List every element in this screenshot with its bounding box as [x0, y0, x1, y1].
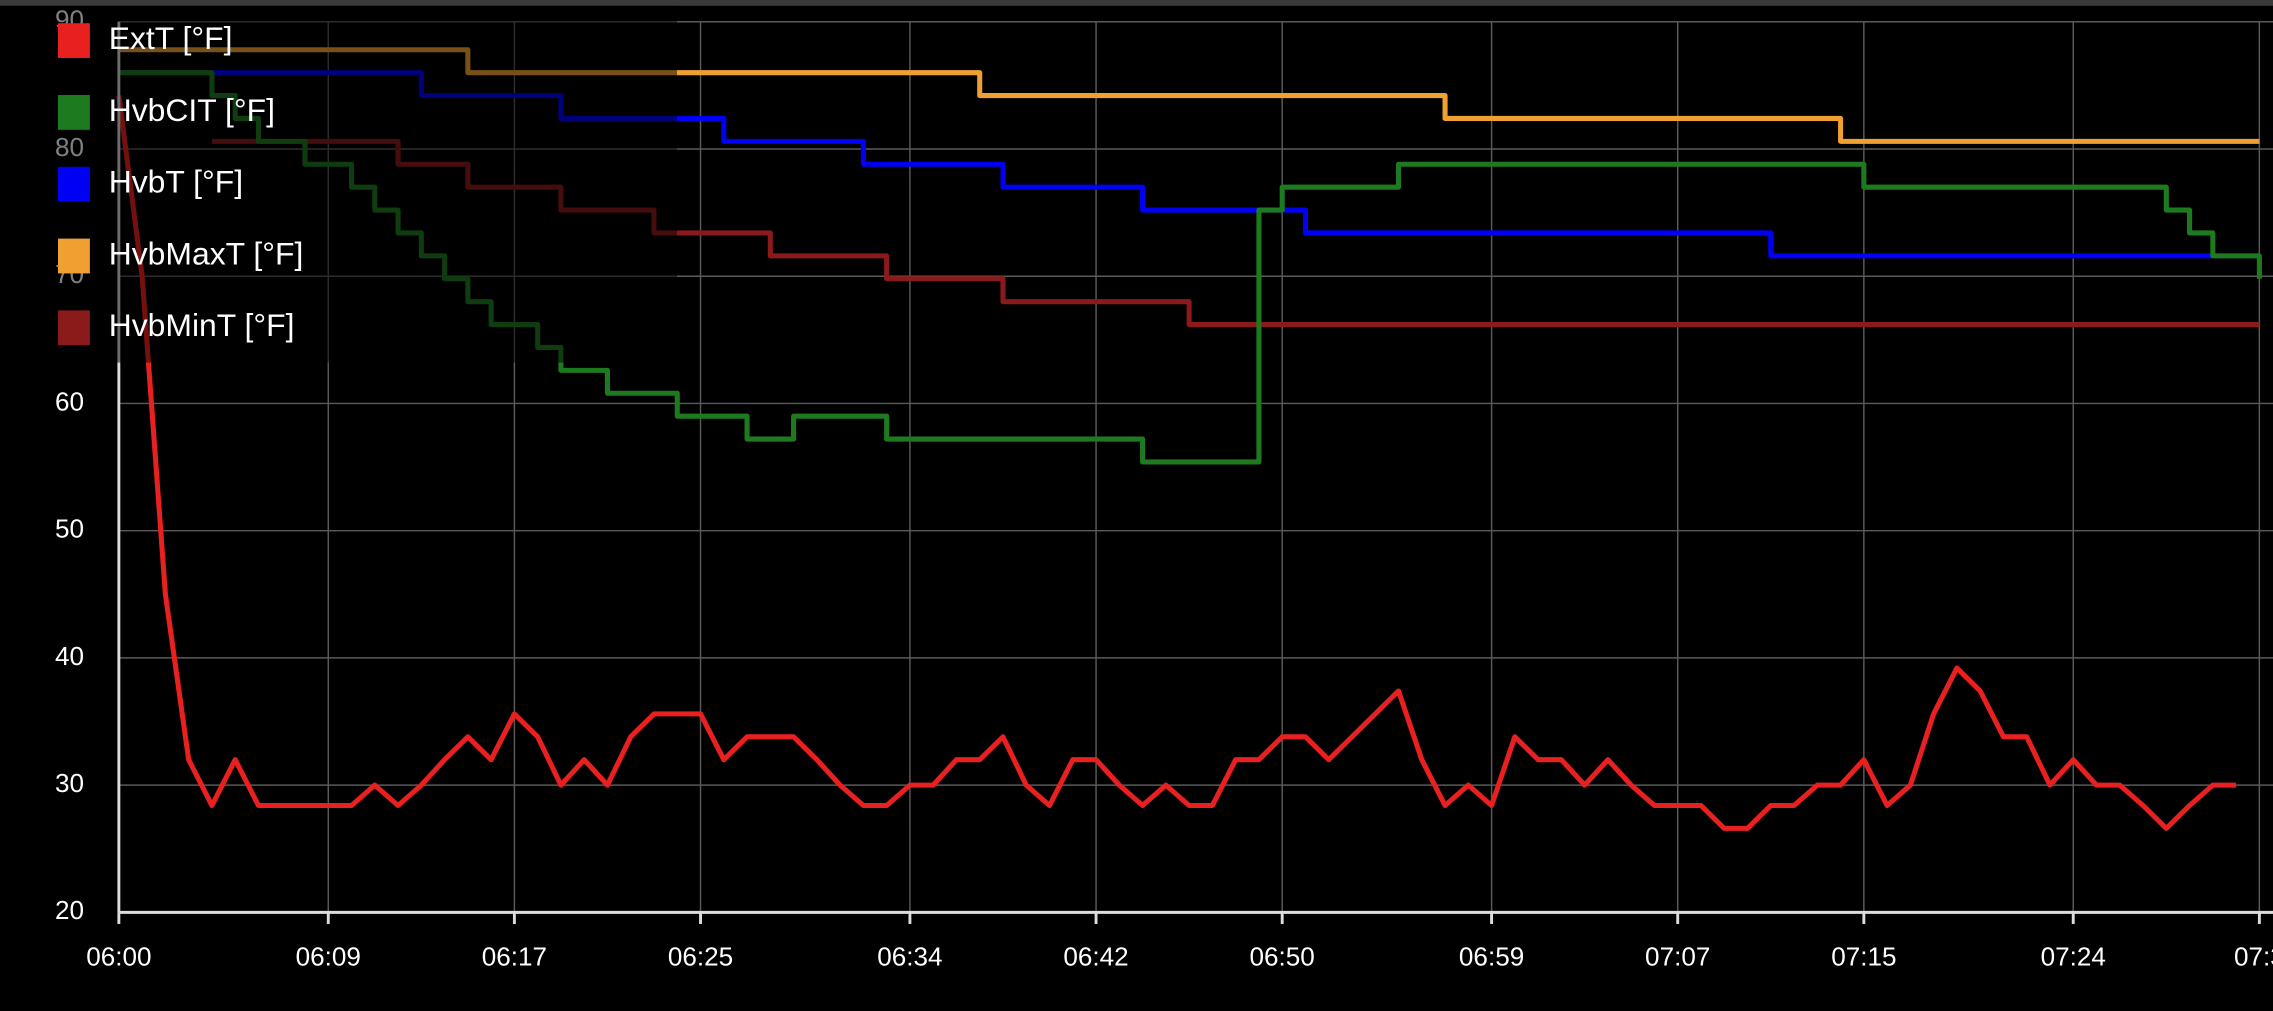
x-tick-label: 06:59 [1459, 942, 1524, 972]
x-tick-label: 06:25 [668, 942, 733, 972]
x-tick-label: 06:00 [86, 942, 151, 972]
y-tick-label: 50 [55, 514, 84, 544]
x-tick-label: 06:34 [877, 942, 942, 972]
legend-backdrop [0, 5, 677, 363]
x-tick-label: 06:17 [482, 942, 547, 972]
x-tick-label: 07:24 [2041, 942, 2106, 972]
legend-label: HvbT [°F] [109, 164, 243, 200]
y-tick-label: 20 [55, 895, 84, 925]
legend-label: ExtT [°F] [109, 20, 233, 56]
legend-label: HvbMinT [°F] [109, 307, 295, 343]
axes: 203040506070809006:0006:0906:1706:2506:3… [55, 5, 2273, 972]
legend: ExtT [°F] HvbCIT [°F] HvbT [°F] HvbMaxT [°F… [0, 5, 677, 363]
legend-swatch [57, 23, 90, 59]
top-bar [0, 0, 2273, 6]
legend-label: HvbMaxT [°F] [109, 235, 304, 271]
legend-swatch [57, 310, 90, 346]
x-tick-label: 07:3 [2234, 942, 2273, 972]
x-tick-label: 06:09 [296, 942, 361, 972]
series-line [116, 95, 2237, 831]
x-tick-label: 06:42 [1063, 942, 1128, 972]
y-tick-label: 40 [55, 641, 84, 671]
x-tick-label: 06:50 [1250, 942, 1315, 972]
legend-swatch [57, 95, 90, 130]
legend-swatch [57, 238, 90, 274]
legend-swatch [57, 166, 90, 202]
y-tick-label: 30 [55, 768, 84, 798]
x-tick-label: 07:07 [1645, 942, 1710, 972]
x-tick-label: 07:15 [1831, 942, 1896, 972]
y-tick-label: 60 [55, 386, 84, 416]
legend-label: HvbCIT [°F] [109, 92, 275, 128]
